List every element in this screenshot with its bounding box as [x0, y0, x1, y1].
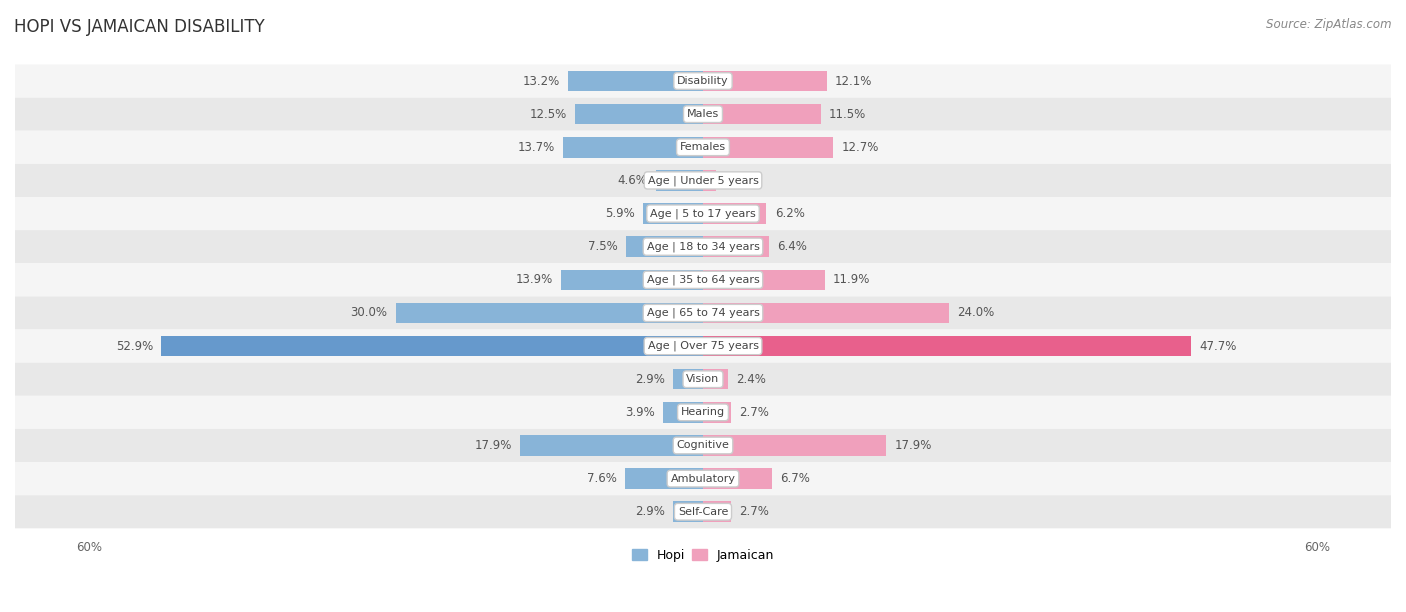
Text: 47.7%: 47.7% [1199, 340, 1237, 353]
Text: Age | 18 to 34 years: Age | 18 to 34 years [647, 242, 759, 252]
Text: Source: ZipAtlas.com: Source: ZipAtlas.com [1267, 18, 1392, 31]
FancyBboxPatch shape [0, 64, 1406, 97]
Bar [664, 402, 703, 423]
FancyBboxPatch shape [0, 230, 1406, 263]
Text: Cognitive: Cognitive [676, 441, 730, 450]
Bar [703, 236, 769, 257]
Bar [575, 104, 703, 124]
Bar [643, 203, 703, 224]
Bar [703, 435, 886, 456]
Text: 11.9%: 11.9% [832, 274, 870, 286]
Bar [703, 402, 731, 423]
Text: Ambulatory: Ambulatory [671, 474, 735, 483]
FancyBboxPatch shape [0, 329, 1406, 363]
Text: 12.5%: 12.5% [530, 108, 567, 121]
Text: Age | Over 75 years: Age | Over 75 years [648, 341, 758, 351]
Bar [703, 104, 821, 124]
Bar [673, 369, 703, 389]
Text: 6.4%: 6.4% [776, 240, 807, 253]
Bar [703, 336, 1191, 356]
Text: 52.9%: 52.9% [115, 340, 153, 353]
Bar [673, 501, 703, 522]
FancyBboxPatch shape [0, 396, 1406, 429]
Bar [626, 468, 703, 489]
Text: 5.9%: 5.9% [605, 207, 634, 220]
Bar [162, 336, 703, 356]
Text: 2.9%: 2.9% [636, 373, 665, 386]
Bar [562, 137, 703, 157]
Text: Disability: Disability [678, 76, 728, 86]
FancyBboxPatch shape [0, 263, 1406, 296]
Text: Self-Care: Self-Care [678, 507, 728, 517]
FancyBboxPatch shape [0, 131, 1406, 164]
Text: Females: Females [681, 143, 725, 152]
Text: 2.9%: 2.9% [636, 506, 665, 518]
FancyBboxPatch shape [0, 462, 1406, 495]
Text: 2.4%: 2.4% [735, 373, 766, 386]
Bar [703, 137, 832, 157]
FancyBboxPatch shape [0, 495, 1406, 528]
Text: 11.5%: 11.5% [830, 108, 866, 121]
Text: 4.6%: 4.6% [617, 174, 648, 187]
Text: 13.7%: 13.7% [517, 141, 554, 154]
Text: Age | 35 to 64 years: Age | 35 to 64 years [647, 275, 759, 285]
Text: 1.3%: 1.3% [724, 174, 754, 187]
Text: 30.0%: 30.0% [350, 307, 388, 319]
Bar [703, 501, 731, 522]
Bar [657, 170, 703, 191]
Text: 6.2%: 6.2% [775, 207, 804, 220]
Bar [703, 468, 772, 489]
Text: 17.9%: 17.9% [474, 439, 512, 452]
Text: Age | 5 to 17 years: Age | 5 to 17 years [650, 208, 756, 219]
Bar [703, 203, 766, 224]
Text: 12.1%: 12.1% [835, 75, 873, 88]
Bar [626, 236, 703, 257]
Text: 2.7%: 2.7% [738, 406, 769, 419]
Text: 7.6%: 7.6% [588, 472, 617, 485]
Text: Vision: Vision [686, 374, 720, 384]
Bar [396, 303, 703, 323]
Bar [703, 303, 949, 323]
Bar [561, 269, 703, 290]
FancyBboxPatch shape [0, 296, 1406, 329]
Text: Age | Under 5 years: Age | Under 5 years [648, 175, 758, 185]
Bar [703, 269, 825, 290]
Bar [520, 435, 703, 456]
Text: 17.9%: 17.9% [894, 439, 932, 452]
Text: Males: Males [688, 109, 718, 119]
Text: Hearing: Hearing [681, 408, 725, 417]
FancyBboxPatch shape [0, 429, 1406, 462]
Text: 13.9%: 13.9% [515, 274, 553, 286]
Text: Age | 65 to 74 years: Age | 65 to 74 years [647, 308, 759, 318]
Legend: Hopi, Jamaican: Hopi, Jamaican [627, 544, 779, 567]
Text: 3.9%: 3.9% [626, 406, 655, 419]
Text: 2.7%: 2.7% [738, 506, 769, 518]
Bar [703, 170, 716, 191]
Text: 7.5%: 7.5% [588, 240, 619, 253]
Text: 12.7%: 12.7% [841, 141, 879, 154]
Text: HOPI VS JAMAICAN DISABILITY: HOPI VS JAMAICAN DISABILITY [14, 18, 264, 36]
FancyBboxPatch shape [0, 363, 1406, 396]
Text: 6.7%: 6.7% [780, 472, 810, 485]
Bar [703, 71, 827, 91]
Bar [568, 71, 703, 91]
FancyBboxPatch shape [0, 197, 1406, 230]
Text: 24.0%: 24.0% [957, 307, 994, 319]
FancyBboxPatch shape [0, 164, 1406, 197]
Text: 13.2%: 13.2% [523, 75, 560, 88]
Bar [703, 369, 727, 389]
FancyBboxPatch shape [0, 97, 1406, 131]
